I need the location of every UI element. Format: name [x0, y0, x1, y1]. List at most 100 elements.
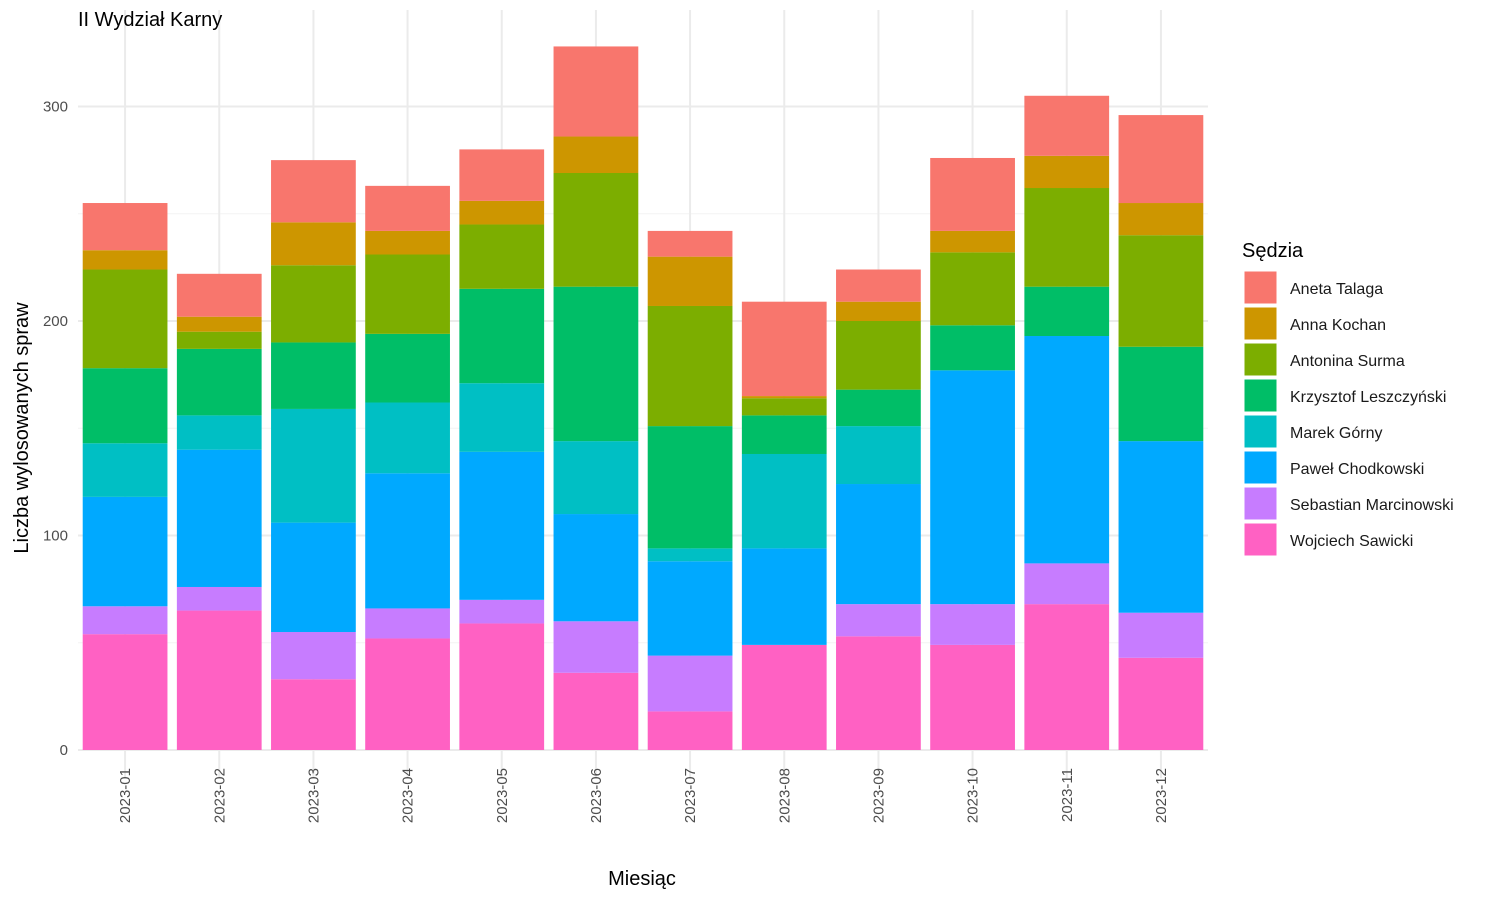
legend-label: Paweł Chodkowski [1290, 461, 1424, 478]
bar-segment [176, 348, 262, 416]
legend-swatch [1243, 378, 1278, 413]
bar-segment [553, 672, 639, 750]
x-tick-label: 2023-07 [682, 768, 699, 823]
x-axis-title: Miesiąc [608, 868, 676, 890]
x-tick-label: 2023-03 [305, 768, 322, 823]
x-tick-label: 2023-12 [1153, 768, 1170, 823]
bar-segment [930, 370, 1015, 605]
bar-segment [459, 599, 545, 624]
y-tick-label: 200 [43, 313, 68, 330]
bar-segment [176, 610, 262, 750]
bar-segment [647, 426, 733, 549]
bar-segment [365, 185, 450, 231]
bar-segment [1024, 604, 1110, 750]
legend-swatch [1243, 306, 1278, 341]
x-tick-label: 2023-10 [965, 768, 982, 823]
bar-segment [553, 514, 639, 622]
bar-segment [1024, 336, 1110, 564]
bar-segment [836, 636, 921, 750]
bar-segment [271, 522, 356, 633]
bar-segment [365, 254, 450, 334]
x-tick-label: 2023-09 [870, 768, 887, 823]
x-tick-label: 2023-08 [776, 768, 793, 823]
x-tick-label: 2023-04 [400, 768, 417, 823]
bar-segment [82, 368, 168, 444]
bar-segment [1118, 612, 1204, 658]
bar-segment [271, 632, 356, 680]
bar-segment [1118, 346, 1204, 442]
bar-segment [836, 426, 921, 485]
bar-segment [741, 396, 827, 399]
bar-segment [459, 200, 545, 225]
bar-segment [1024, 563, 1110, 605]
legend-label: Wojciech Sawicki [1290, 533, 1413, 550]
bar-segment [836, 269, 921, 302]
bar-segment [176, 415, 262, 450]
legend-label: Krzysztof Leszczyński [1290, 389, 1446, 406]
bar-segment [365, 638, 450, 750]
bar-segment [271, 222, 356, 266]
bar-segment [647, 655, 733, 712]
legend-label: Marek Górny [1290, 425, 1382, 442]
x-tick-label: 2023-05 [494, 768, 511, 823]
bar-segment [647, 561, 733, 656]
bar-segment [459, 451, 545, 600]
bar-segment [271, 408, 356, 523]
bar-segment [836, 604, 921, 637]
bar-segment [1024, 188, 1110, 287]
bar-segment [365, 230, 450, 255]
bar-segment [271, 265, 356, 343]
bar-segment [82, 634, 168, 750]
y-axis-ticks: 0 100 200 300 [43, 99, 68, 760]
x-tick-label: 2023-02 [211, 768, 228, 823]
bar-segment [836, 389, 921, 427]
legend-swatch [1243, 270, 1278, 305]
bar-segment [836, 321, 921, 390]
bar-segment [930, 644, 1015, 750]
bar-segment [647, 256, 733, 306]
legend-title: Sędzia [1242, 240, 1304, 262]
y-tick-label: 0 [60, 742, 68, 759]
bar-segment [1024, 95, 1110, 156]
bar-segment [176, 331, 262, 349]
x-tick-label: 2023-01 [117, 768, 134, 823]
bar-segment [1118, 235, 1204, 347]
bar-segment [1118, 657, 1204, 750]
bar-segment [176, 316, 262, 332]
bar-segment [459, 288, 545, 384]
bar-segment [647, 305, 733, 427]
legend-swatch [1243, 342, 1278, 377]
bar-segment [459, 383, 545, 452]
bar-segment [741, 415, 827, 454]
bar-segment [553, 441, 639, 515]
legend-swatch [1243, 450, 1278, 485]
bar-segment [365, 333, 450, 403]
legend-swatch [1243, 486, 1278, 521]
bar-segment [365, 473, 450, 609]
bar-segment [930, 604, 1015, 645]
chart-title: II Wydział Karny [78, 9, 222, 31]
bar-segment [1118, 115, 1204, 204]
bar-segment [365, 608, 450, 639]
bar-segment [271, 342, 356, 409]
bar-segment [82, 606, 168, 635]
bar-segment [459, 623, 545, 750]
bar-segment [459, 149, 545, 201]
bar-segment [553, 46, 639, 137]
bar-segment [930, 157, 1015, 231]
x-axis-ticks: 2023-01 2023-02 2023-03 2023-04 2023-05 2023-… [117, 768, 1170, 823]
bar-segment [459, 224, 545, 289]
bar-segment [741, 453, 827, 549]
legend-label: Anna Kochan [1290, 317, 1386, 334]
bar-segment [82, 250, 168, 270]
bar-segment [836, 301, 921, 321]
x-tick-label: 2023-06 [588, 768, 605, 823]
bar-segment [741, 301, 827, 397]
bar-segment [553, 136, 639, 173]
bar-segment [176, 449, 262, 587]
legend-label: Antonina Surma [1290, 353, 1405, 370]
bar-segment [176, 586, 262, 611]
bar-segment [82, 496, 168, 607]
bar-segment [553, 172, 639, 287]
